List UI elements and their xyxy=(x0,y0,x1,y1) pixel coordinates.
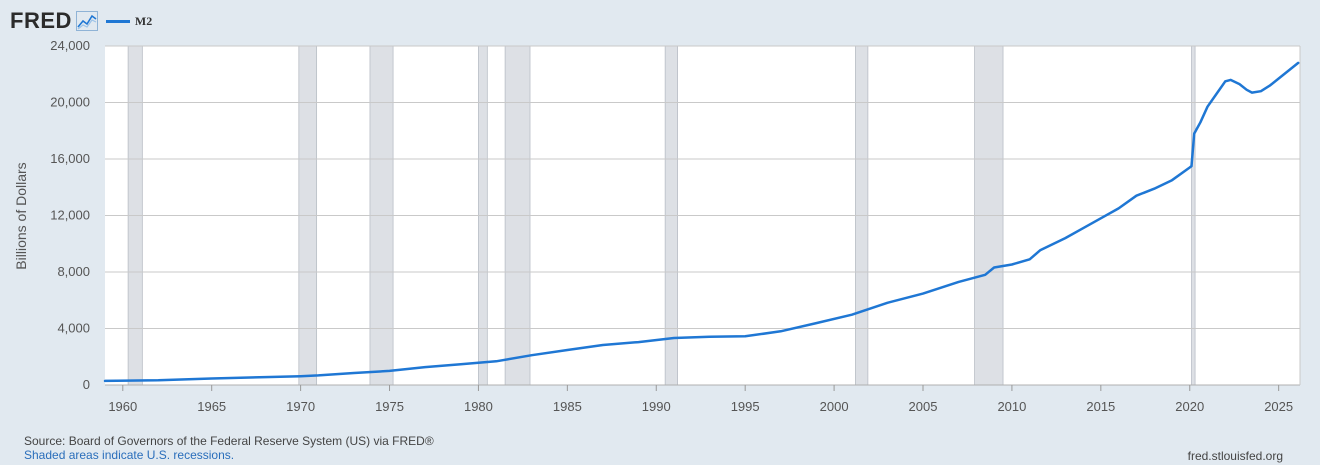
x-tick-label: 2005 xyxy=(909,399,938,414)
series-line-m2 xyxy=(103,61,1300,383)
legend-label-m2: M2 xyxy=(134,13,153,28)
x-tick-label: 1995 xyxy=(731,399,760,414)
m2-line-chart: 0 4,000 8,000 12,000 16,000 20,000 24,000 1960… xyxy=(13,38,1301,414)
x-tick-label: 2000 xyxy=(820,399,849,414)
recession-note-link[interactable]: Shaded areas indicate U.S. recessions. xyxy=(24,448,235,462)
fred-site-link[interactable]: fred.stlouisfed.org xyxy=(1187,449,1283,463)
y-axis-label: Billions of Dollars xyxy=(13,162,29,269)
x-tick-label: 1990 xyxy=(642,399,671,414)
chart-header: FRED M2 xyxy=(10,6,152,36)
x-tick-label: 2010 xyxy=(997,399,1026,414)
x-tick-label: 1985 xyxy=(553,399,582,414)
y-axis-ticks: 0 4,000 8,000 12,000 16,000 20,000 24,000 xyxy=(50,38,90,392)
y-tick-label: 24,000 xyxy=(50,38,90,53)
legend[interactable]: M2 xyxy=(105,13,153,29)
fred-logo[interactable]: FRED xyxy=(10,8,72,33)
x-axis-ticks: 1960 1965 1970 1975 1980 1985 1990 1995 2000 2005… xyxy=(108,385,1293,414)
x-tick-label: 1980 xyxy=(464,399,493,414)
y-tick-label: 8,000 xyxy=(57,264,90,279)
legend-swatch-m2 xyxy=(105,19,130,23)
y-tick-label: 20,000 xyxy=(50,95,90,110)
x-tick-label: 1970 xyxy=(286,399,315,414)
x-tick-label: 2025 xyxy=(1264,399,1293,414)
x-tick-label: 1965 xyxy=(197,399,226,414)
footer: Source: Board of Governors of the Federa… xyxy=(24,434,434,462)
x-tick-label: 1975 xyxy=(375,399,404,414)
y-tick-label: 16,000 xyxy=(50,151,90,166)
x-tick-label: 1960 xyxy=(108,399,137,414)
x-tick-label: 2020 xyxy=(1175,399,1204,414)
source-note: Source: Board of Governors of the Federa… xyxy=(24,434,434,448)
y-tick-label: 0 xyxy=(83,377,90,392)
y-tick-label: 12,000 xyxy=(50,208,90,223)
x-tick-label: 2015 xyxy=(1086,399,1115,414)
y-tick-label: 4,000 xyxy=(57,321,90,336)
chart-line-icon xyxy=(75,11,98,31)
